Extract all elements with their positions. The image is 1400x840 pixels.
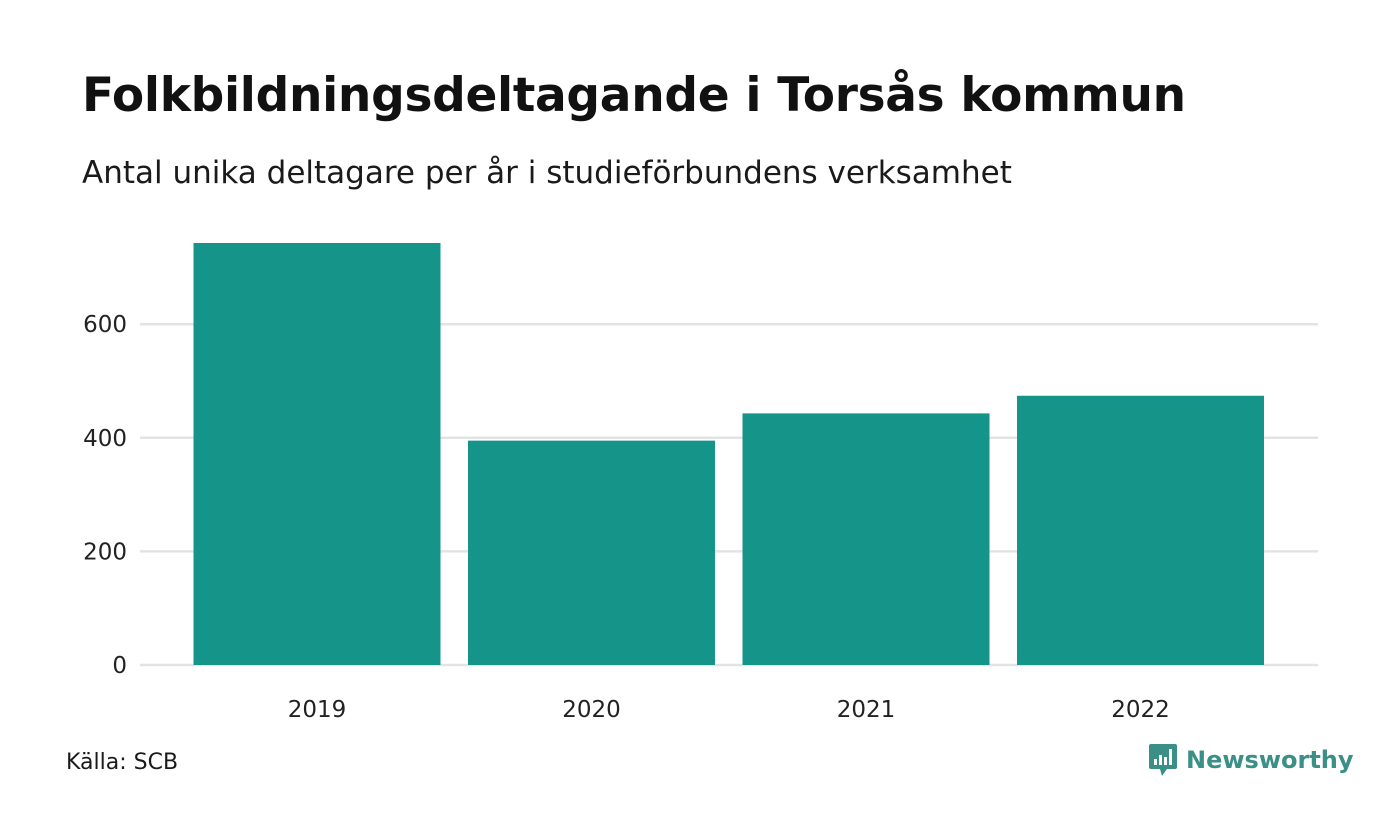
y-axis-ticks: 0 200 400 600: [83, 312, 127, 679]
chart-title: Folkbildningsdeltagande i Torsås kommun: [82, 68, 1186, 123]
y-tick-label: 200: [83, 539, 127, 565]
bars: [193, 242, 1264, 665]
source-note: Källa: SCB: [66, 750, 179, 775]
newsworthy-logo-icon: [1149, 744, 1177, 776]
brand-name: Newsworthy: [1186, 746, 1354, 774]
bar-2019: [193, 242, 441, 665]
bar-2020: [468, 440, 715, 665]
x-tick-label: 2021: [837, 697, 896, 723]
y-tick-label: 0: [112, 653, 127, 679]
bar-2022: [1017, 395, 1264, 665]
x-tick-label: 2019: [288, 697, 347, 723]
x-axis-ticks: 2019 2020 2021 2022: [288, 697, 1170, 723]
chart-subtitle: Antal unika deltagare per år i studieför…: [82, 155, 1012, 191]
y-tick-label: 400: [83, 426, 127, 452]
y-tick-label: 600: [83, 312, 127, 338]
bar-2021: [742, 413, 990, 665]
x-tick-label: 2020: [562, 697, 621, 723]
x-tick-label: 2022: [1111, 697, 1170, 723]
brand-logo: Newsworthy: [1148, 742, 1354, 778]
